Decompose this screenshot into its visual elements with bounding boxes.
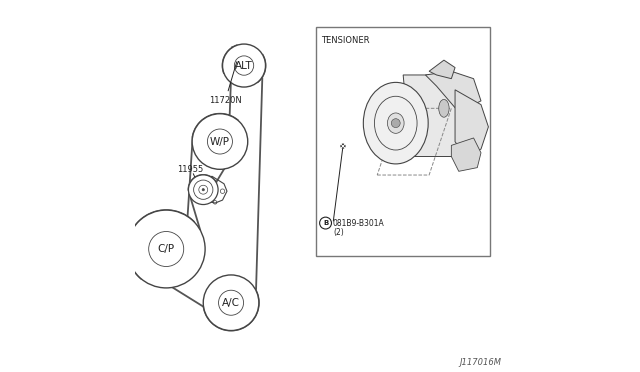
Polygon shape <box>451 138 481 171</box>
Polygon shape <box>455 90 488 157</box>
Text: (2): (2) <box>333 228 344 237</box>
Circle shape <box>188 175 218 205</box>
Circle shape <box>341 144 345 148</box>
Text: TENSIONER: TENSIONER <box>321 36 369 45</box>
Text: A/C: A/C <box>222 298 240 308</box>
Polygon shape <box>429 60 455 78</box>
Text: W/P: W/P <box>210 137 230 147</box>
Polygon shape <box>403 75 466 157</box>
Ellipse shape <box>364 82 428 164</box>
Circle shape <box>202 189 204 191</box>
Text: C/P: C/P <box>157 244 175 254</box>
Circle shape <box>127 210 205 288</box>
Text: 081B9-B301A: 081B9-B301A <box>333 219 385 228</box>
Circle shape <box>391 119 400 128</box>
Text: 11955: 11955 <box>177 165 204 174</box>
Text: 11720N: 11720N <box>209 62 241 105</box>
Ellipse shape <box>439 99 449 117</box>
Text: ALT: ALT <box>235 61 253 71</box>
Circle shape <box>223 44 266 87</box>
Circle shape <box>204 275 259 331</box>
Text: B: B <box>323 220 328 226</box>
Ellipse shape <box>374 96 417 150</box>
Bar <box>316 27 490 256</box>
Circle shape <box>192 114 248 169</box>
Ellipse shape <box>387 113 404 133</box>
Polygon shape <box>426 71 481 112</box>
Text: J117016M: J117016M <box>460 358 502 367</box>
